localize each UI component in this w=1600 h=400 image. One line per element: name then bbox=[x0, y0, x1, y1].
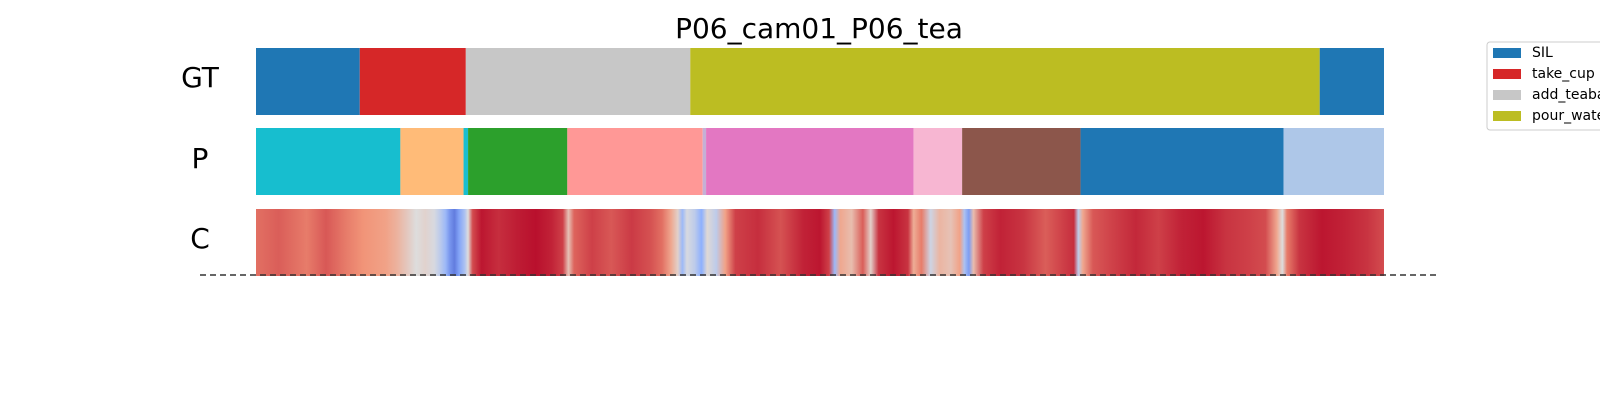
legend-swatch-take-cup bbox=[1493, 69, 1521, 79]
legend-label-add-teabag: add_teabag bbox=[1532, 87, 1600, 103]
legend-swatch-add-teabag bbox=[1493, 90, 1521, 100]
pred-segment-1 bbox=[256, 128, 401, 195]
pred-segment-2 bbox=[400, 128, 464, 195]
row-label-gt: GT bbox=[181, 61, 220, 94]
legend-label-pour-water: pour_water bbox=[1532, 108, 1600, 124]
confidence-strip bbox=[256, 209, 1384, 276]
gt-segment-SIL bbox=[256, 48, 360, 115]
gt-segment-take-cup bbox=[359, 48, 466, 115]
pred-segment-4 bbox=[468, 128, 568, 195]
row-label-pred: P bbox=[192, 142, 209, 175]
gt-segment-SIL bbox=[1319, 48, 1384, 115]
chart-title: P06_cam01_P06_tea bbox=[675, 12, 963, 45]
row-label-conf: C bbox=[190, 222, 210, 255]
legend-frame bbox=[1486, 41, 1600, 131]
pred-segment-6 bbox=[702, 128, 707, 195]
pred-segment-row bbox=[256, 128, 1384, 195]
pred-segment-11 bbox=[1283, 128, 1384, 195]
legend-swatch-pour-water bbox=[1493, 111, 1521, 121]
legend-label-SIL: SIL bbox=[1532, 45, 1553, 61]
legend: SIL take_cup add_teabag pour_water bbox=[1486, 41, 1600, 131]
gt-segment-pour-water bbox=[690, 48, 1320, 115]
gt-segment-add-teabag bbox=[465, 48, 691, 115]
pred-segment-8 bbox=[913, 128, 963, 195]
legend-label-take-cup: take_cup bbox=[1532, 66, 1595, 82]
pred-segment-9 bbox=[962, 128, 1081, 195]
pred-segment-10 bbox=[1080, 128, 1284, 195]
legend-swatch-SIL bbox=[1493, 48, 1521, 58]
pred-segment-3 bbox=[463, 128, 469, 195]
pred-segment-5 bbox=[567, 128, 703, 195]
gt-segment-row bbox=[256, 48, 1384, 115]
pred-segment-7 bbox=[706, 128, 914, 195]
